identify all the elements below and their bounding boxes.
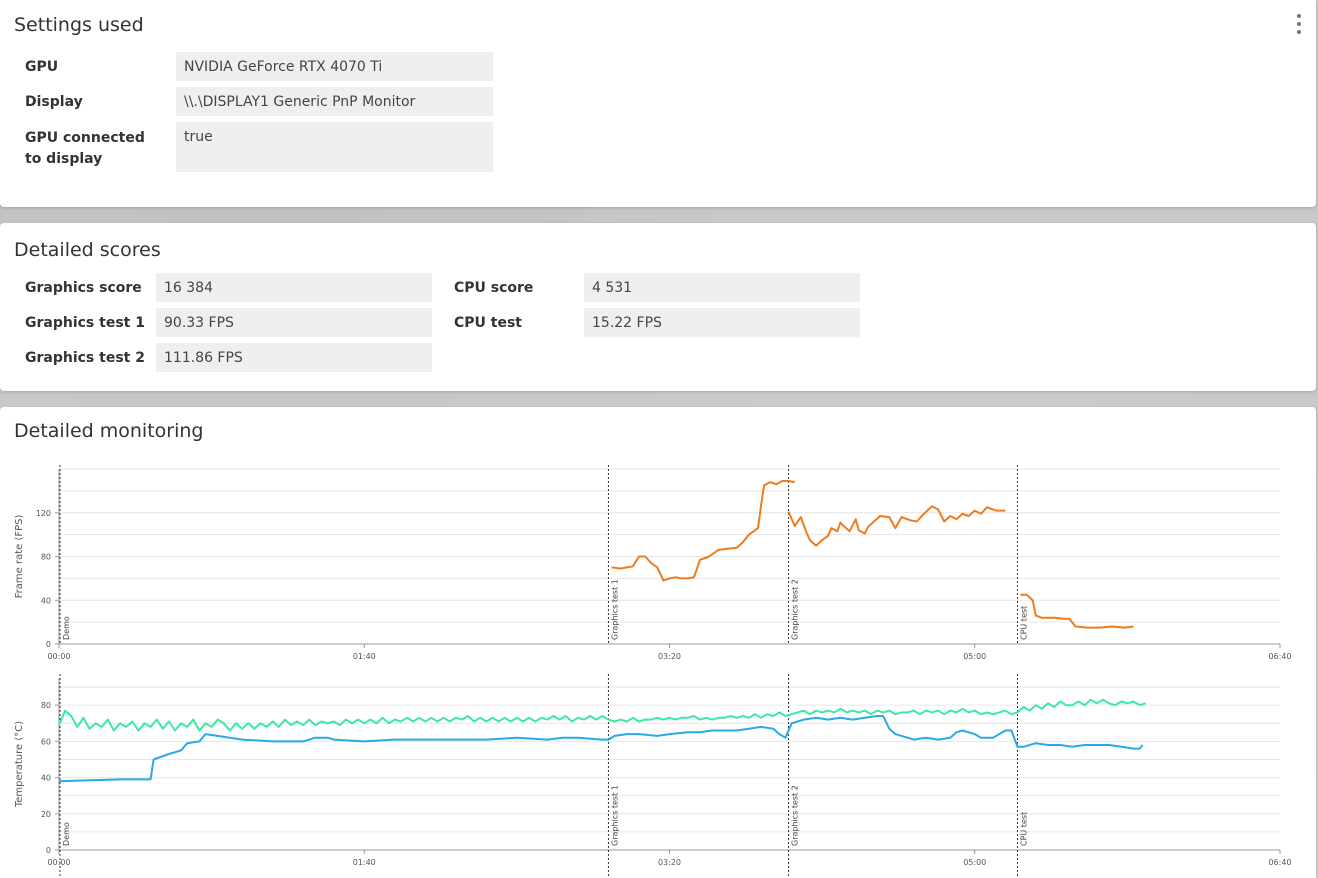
score-value: 90.33 FPS: [156, 308, 432, 337]
y-tick-label: 80: [41, 553, 51, 562]
more-options-icon[interactable]: [1296, 14, 1302, 34]
settings-row-connected: GPU connected to display true: [25, 122, 493, 172]
monitoring-card: Detailed monitoring 0 40 80 120 00:00 01:40 03…: [0, 407, 1316, 878]
y-tick-label: 80: [41, 701, 51, 710]
x-tick-label: 06:40: [1268, 652, 1291, 661]
series-line: [787, 505, 1006, 547]
series-line: [58, 715, 1144, 783]
y-axis-label: Frame rate (FPS): [14, 515, 25, 599]
score-row: Graphics test 2 111.86 FPS: [25, 343, 432, 372]
segment-label: Graphics test 1: [610, 579, 619, 640]
x-tick-label: 01:40: [353, 652, 376, 661]
y-axis-label: Temperature (°C): [14, 721, 25, 808]
x-tick-label: 03:20: [658, 652, 681, 661]
chart-1: 0 40 80 120 00:00 01:40 03:20 05:00 06:40 Frame r…: [14, 465, 1292, 661]
x-tick-label: 00:00: [47, 858, 70, 867]
y-tick-label: 120: [36, 509, 51, 518]
score-label: Graphics score: [25, 280, 142, 296]
settings-value: true: [176, 122, 493, 172]
score-value: 111.86 FPS: [156, 343, 432, 372]
x-tick-label: 00:00: [47, 652, 70, 661]
settings-title: Settings used: [14, 14, 144, 36]
score-label: CPU score: [454, 280, 534, 296]
scores-title: Detailed scores: [14, 239, 161, 261]
x-tick-label: 06:40: [1268, 858, 1291, 867]
segment-label: CPU test: [1019, 812, 1028, 846]
settings-label: Display: [25, 94, 83, 110]
series-line: [611, 480, 795, 582]
y-tick-label: 20: [41, 810, 51, 819]
x-tick-label: 05:00: [963, 858, 986, 867]
score-value: 15.22 FPS: [584, 308, 860, 337]
segment-label: Demo: [62, 822, 71, 846]
scores-card: Detailed scores Graphics score 16 384 Gr…: [0, 223, 1316, 391]
y-tick-label: 40: [41, 596, 51, 605]
settings-card: Settings used GPU NVIDIA GeForce RTX 407…: [0, 0, 1316, 207]
monitoring-charts: 0 40 80 120 00:00 01:40 03:20 05:00 06:40 Frame r…: [14, 465, 1292, 878]
score-row: CPU test 15.22 FPS: [454, 308, 860, 337]
settings-value: \\.\DISPLAY1 Generic PnP Monitor: [176, 87, 493, 116]
settings-label: GPU: [25, 59, 59, 75]
score-label: CPU test: [454, 315, 522, 331]
score-row: Graphics test 1 90.33 FPS: [25, 308, 432, 337]
y-tick-label: 40: [41, 774, 51, 783]
x-tick-label: 01:40: [353, 858, 376, 867]
chart-2: 0 20 40 60 80 00:00 01:40 03:20 05:00 06:40 Temper…: [14, 674, 1292, 878]
score-label: Graphics test 2: [25, 350, 145, 366]
segment-label: Graphics test 2: [791, 785, 800, 846]
score-row: Graphics score 16 384: [25, 273, 432, 302]
x-tick-label: 03:20: [658, 858, 681, 867]
settings-value: NVIDIA GeForce RTX 4070 Ti: [176, 52, 493, 81]
score-value: 4 531: [584, 273, 860, 302]
segment-label: Demo: [62, 616, 71, 640]
x-tick-label: 05:00: [963, 652, 986, 661]
score-label: Graphics test 1: [25, 315, 145, 331]
score-value: 16 384: [156, 273, 432, 302]
segment-label: CPU test: [1019, 606, 1028, 640]
segment-label: Graphics test 1: [610, 785, 619, 846]
settings-row-gpu: GPU NVIDIA GeForce RTX 4070 Ti: [25, 52, 493, 81]
y-tick-label: 0: [46, 846, 51, 855]
y-tick-label: 0: [46, 640, 51, 649]
y-tick-label: 60: [41, 737, 51, 746]
series-line: [1020, 593, 1134, 629]
settings-label: GPU connected to display: [25, 130, 145, 167]
series-line: [58, 698, 1146, 732]
monitoring-title: Detailed monitoring: [14, 420, 204, 442]
settings-row-display: Display \\.\DISPLAY1 Generic PnP Monitor: [25, 87, 493, 116]
segment-label: Graphics test 2: [791, 579, 800, 640]
score-row: CPU score 4 531: [454, 273, 860, 302]
